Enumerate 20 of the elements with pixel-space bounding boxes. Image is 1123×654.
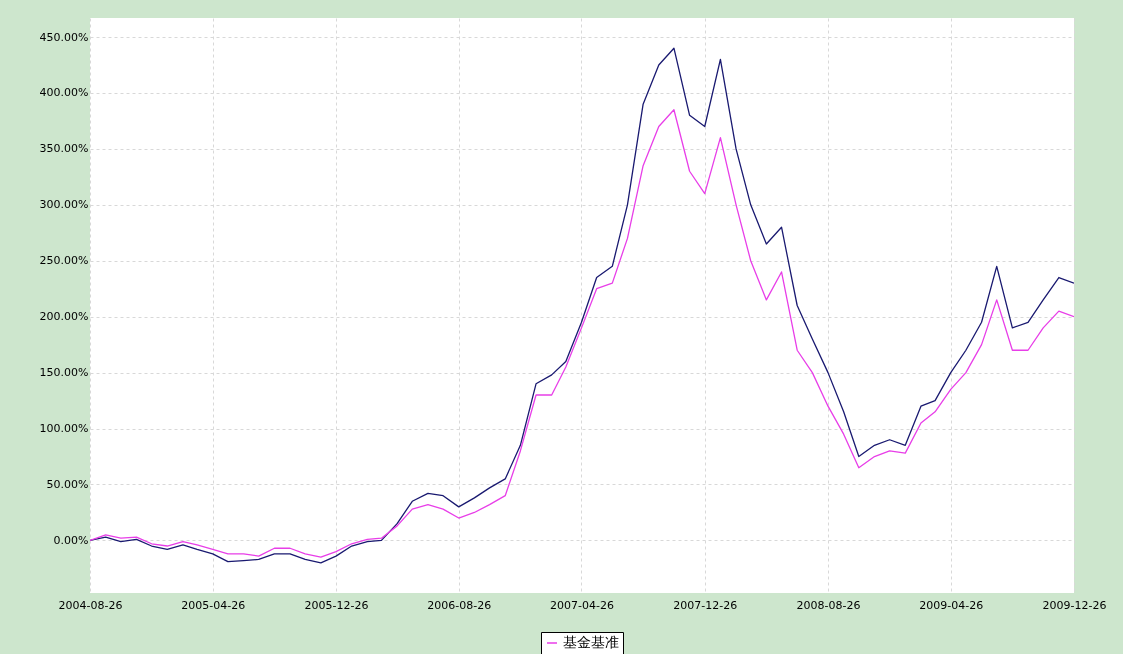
y-tick-label: 100.00%	[39, 422, 89, 436]
y-tick-label: 0.00%	[53, 533, 89, 547]
legend-label: 基金基准	[563, 634, 619, 650]
y-tick-label: 300.00%	[39, 198, 89, 212]
x-tick-label: 2008-08-26	[796, 598, 861, 612]
x-tick-label: 2004-08-26	[58, 598, 123, 612]
y-tick-label: 350.00%	[39, 142, 89, 156]
x-tick-label: 2007-12-26	[673, 598, 738, 612]
x-tick-label: 2009-04-26	[919, 598, 984, 612]
y-tick-label: 50.00%	[46, 477, 89, 491]
y-tick-label: 250.00%	[39, 254, 89, 268]
y-tick-label: 400.00%	[39, 86, 89, 100]
x-tick-label: 2006-08-26	[427, 598, 492, 612]
y-tick-label: 150.00%	[39, 366, 89, 380]
x-tick-label: 2009-12-26	[1042, 598, 1107, 612]
y-tick-label: 450.00%	[39, 30, 89, 44]
x-tick-label: 2005-04-26	[181, 598, 246, 612]
x-tick-label: 2005-12-26	[304, 598, 369, 612]
x-tick-label: 2007-04-26	[550, 598, 614, 612]
y-tick-label: 200.00%	[39, 310, 89, 324]
